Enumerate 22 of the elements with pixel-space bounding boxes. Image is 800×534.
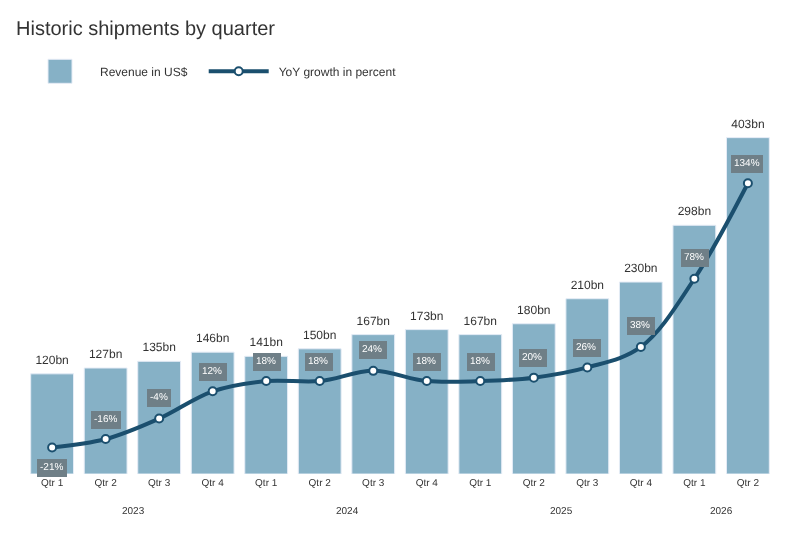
point: [47, 442, 58, 453]
bar: [565, 298, 610, 474]
point: [100, 434, 111, 445]
bar: [404, 329, 449, 474]
point: [582, 362, 593, 373]
point: [261, 376, 272, 387]
chart-title: Historic shipments by quarter: [16, 19, 277, 42]
bar: [244, 355, 289, 474]
point: [742, 178, 753, 189]
point: [421, 376, 432, 387]
point: [689, 273, 700, 284]
bar: [618, 281, 663, 474]
point: [154, 413, 165, 424]
point: [475, 376, 486, 387]
bar: [672, 224, 717, 474]
point: [635, 341, 646, 352]
point: [207, 386, 218, 397]
bar: [725, 137, 770, 474]
bar: [511, 323, 556, 474]
point: [368, 365, 379, 376]
point: [528, 372, 539, 383]
point: [314, 376, 325, 387]
